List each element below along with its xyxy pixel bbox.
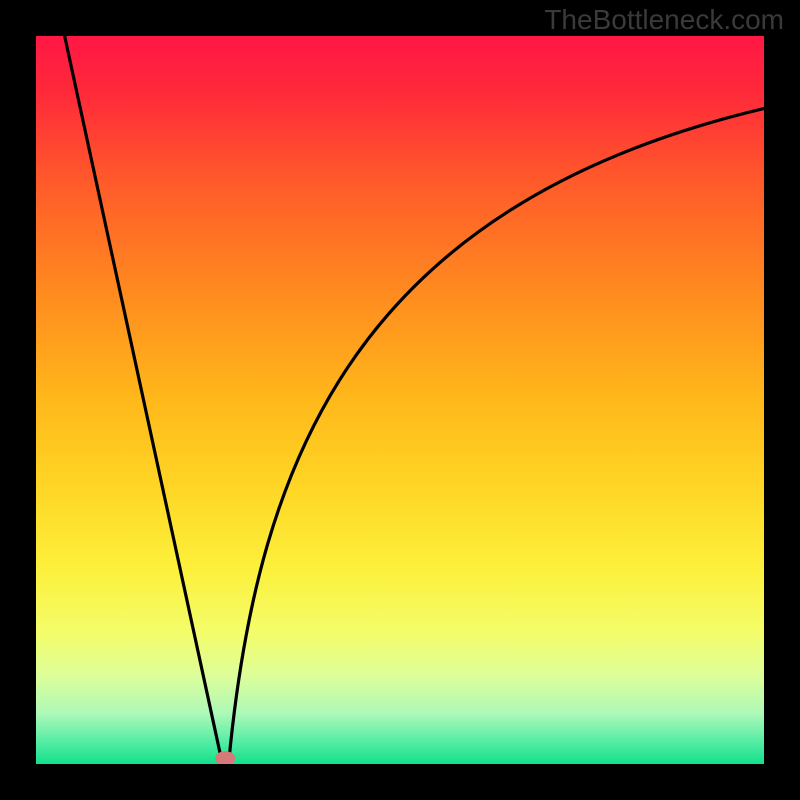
watermark-text: TheBottleneck.com xyxy=(544,4,784,36)
curve-left-branch xyxy=(61,36,221,760)
curve-svg xyxy=(36,36,764,764)
plot-area xyxy=(36,36,764,764)
vertex-marker xyxy=(215,751,235,764)
curve-right-branch xyxy=(229,105,764,760)
